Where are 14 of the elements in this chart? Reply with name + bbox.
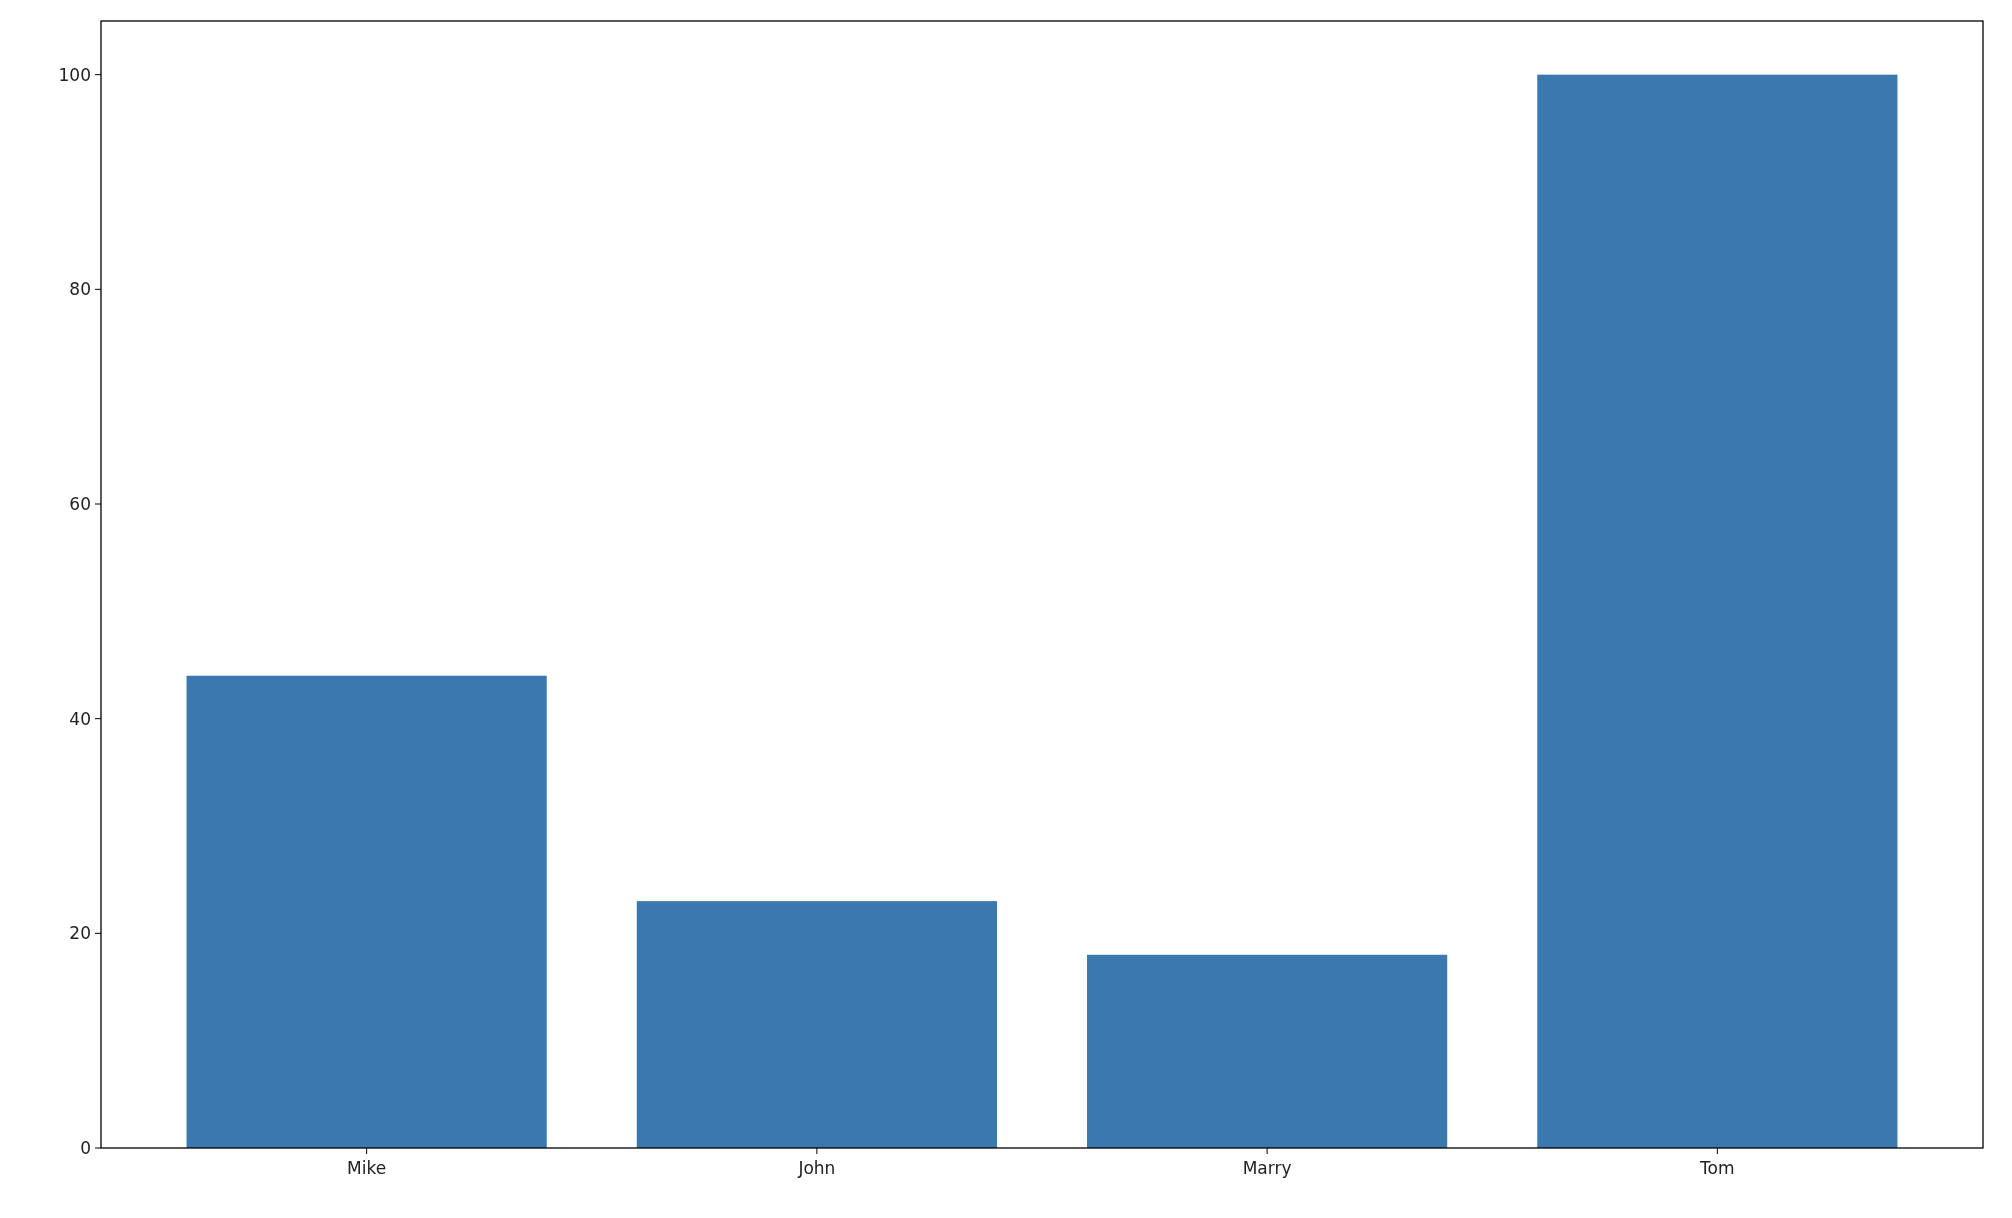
y-tick-label: 0 bbox=[80, 1137, 91, 1158]
x-tick-label: Tom bbox=[1699, 1158, 1735, 1178]
y-tick-label: 100 bbox=[58, 64, 91, 85]
bar bbox=[636, 901, 997, 1148]
y-tick-label: 40 bbox=[69, 708, 91, 729]
y-tick-label: 20 bbox=[69, 923, 91, 944]
x-tick-label: Marry bbox=[1242, 1158, 1292, 1178]
bar bbox=[186, 675, 547, 1148]
bar bbox=[1087, 954, 1448, 1148]
y-tick-label: 80 bbox=[69, 279, 91, 300]
x-tick-label: Mike bbox=[347, 1158, 387, 1178]
bar bbox=[1537, 74, 1898, 1148]
y-tick-label: 60 bbox=[69, 493, 91, 514]
x-tick-label: John bbox=[797, 1158, 836, 1178]
